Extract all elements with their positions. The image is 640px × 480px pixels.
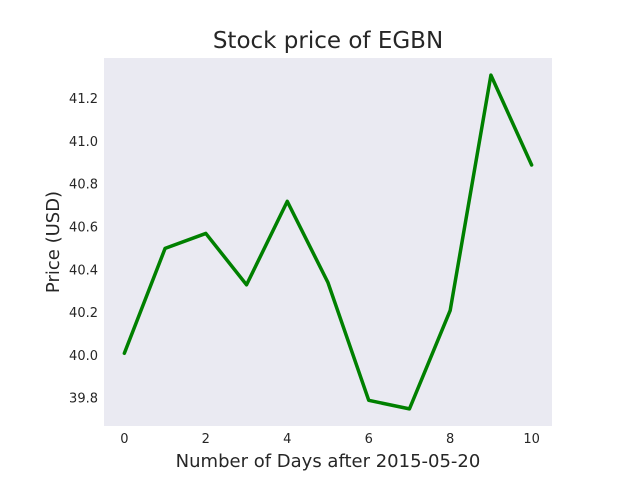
x-axis-ticks: 0 2 4 6 8 10 [120,432,540,447]
y-tick-label: 40.0 [69,349,98,364]
y-tick-label: 41.2 [69,92,98,107]
x-axis-label: Number of Days after 2015-05-20 [176,451,481,472]
x-tick-label: 4 [283,432,291,447]
x-tick-label: 8 [446,432,454,447]
chart-title: Stock price of EGBN [213,28,443,54]
y-tick-label: 40.2 [69,306,98,321]
y-tick-label: 39.8 [69,392,98,407]
x-tick-label: 0 [120,432,128,447]
x-tick-label: 2 [202,432,210,447]
y-axis-label: Price (USD) [43,191,64,293]
y-tick-label: 40.8 [69,178,98,193]
x-tick-label: 6 [365,432,373,447]
series-line [122,73,534,411]
y-tick-label: 40.6 [69,221,98,236]
y-axis-ticks: 39.8 40.0 40.2 40.4 40.6 40.8 41.0 41.2 [69,92,98,407]
y-tick-label: 40.4 [69,263,98,278]
x-tick-label: 10 [523,432,540,447]
y-tick-label: 41.0 [69,135,98,150]
